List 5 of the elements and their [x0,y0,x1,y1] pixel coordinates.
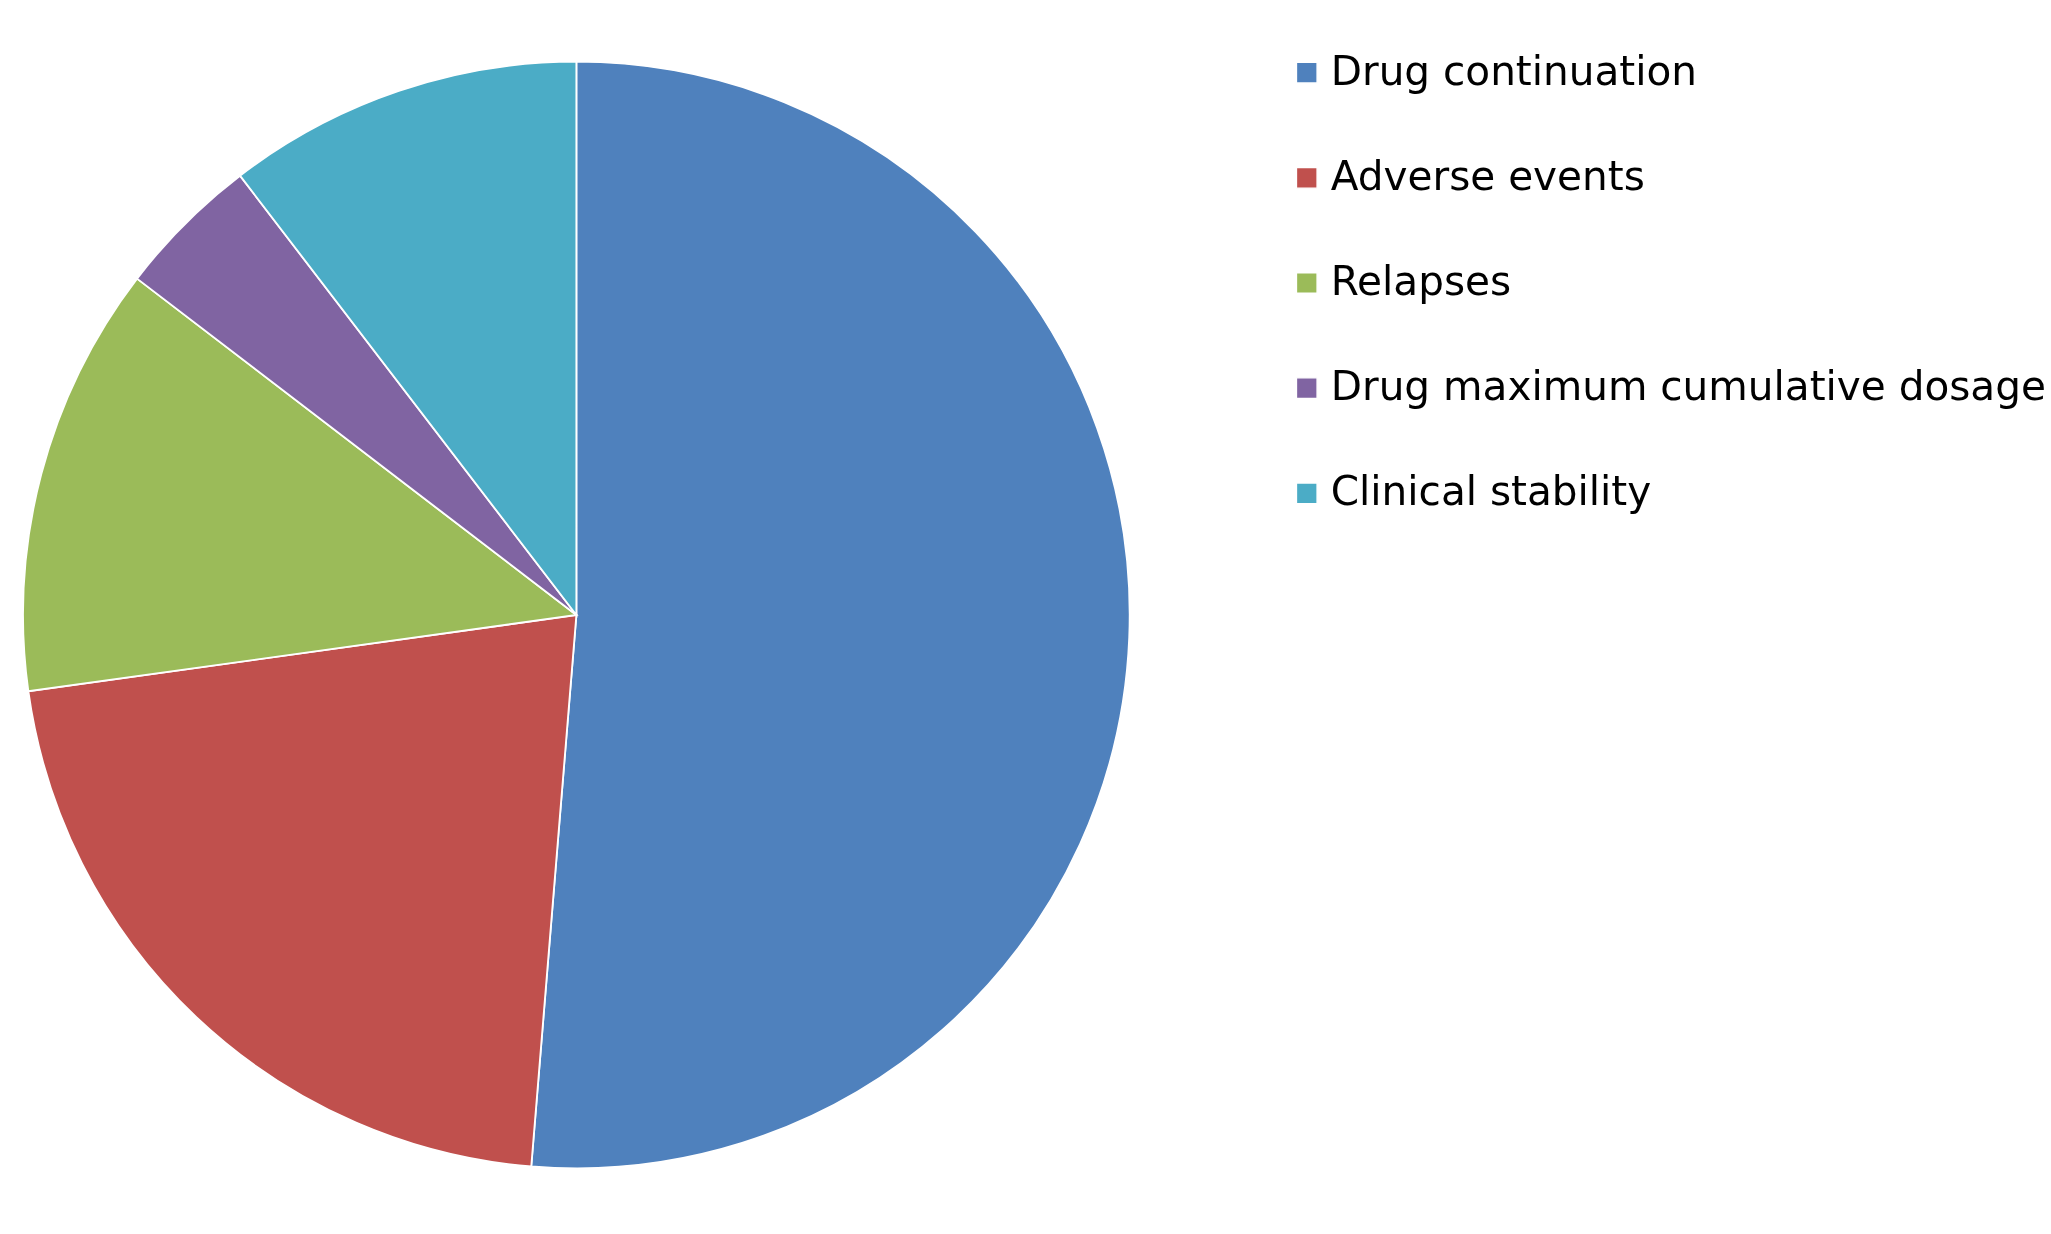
legend-label: Relapses [1330,256,1512,305]
legend-label: Drug maximum cumulative dosage [1330,362,2046,411]
legend-label: Drug continuation [1330,46,1697,95]
legend-label: Clinical stability [1330,467,1652,516]
legend-label: Adverse events [1330,151,1645,200]
